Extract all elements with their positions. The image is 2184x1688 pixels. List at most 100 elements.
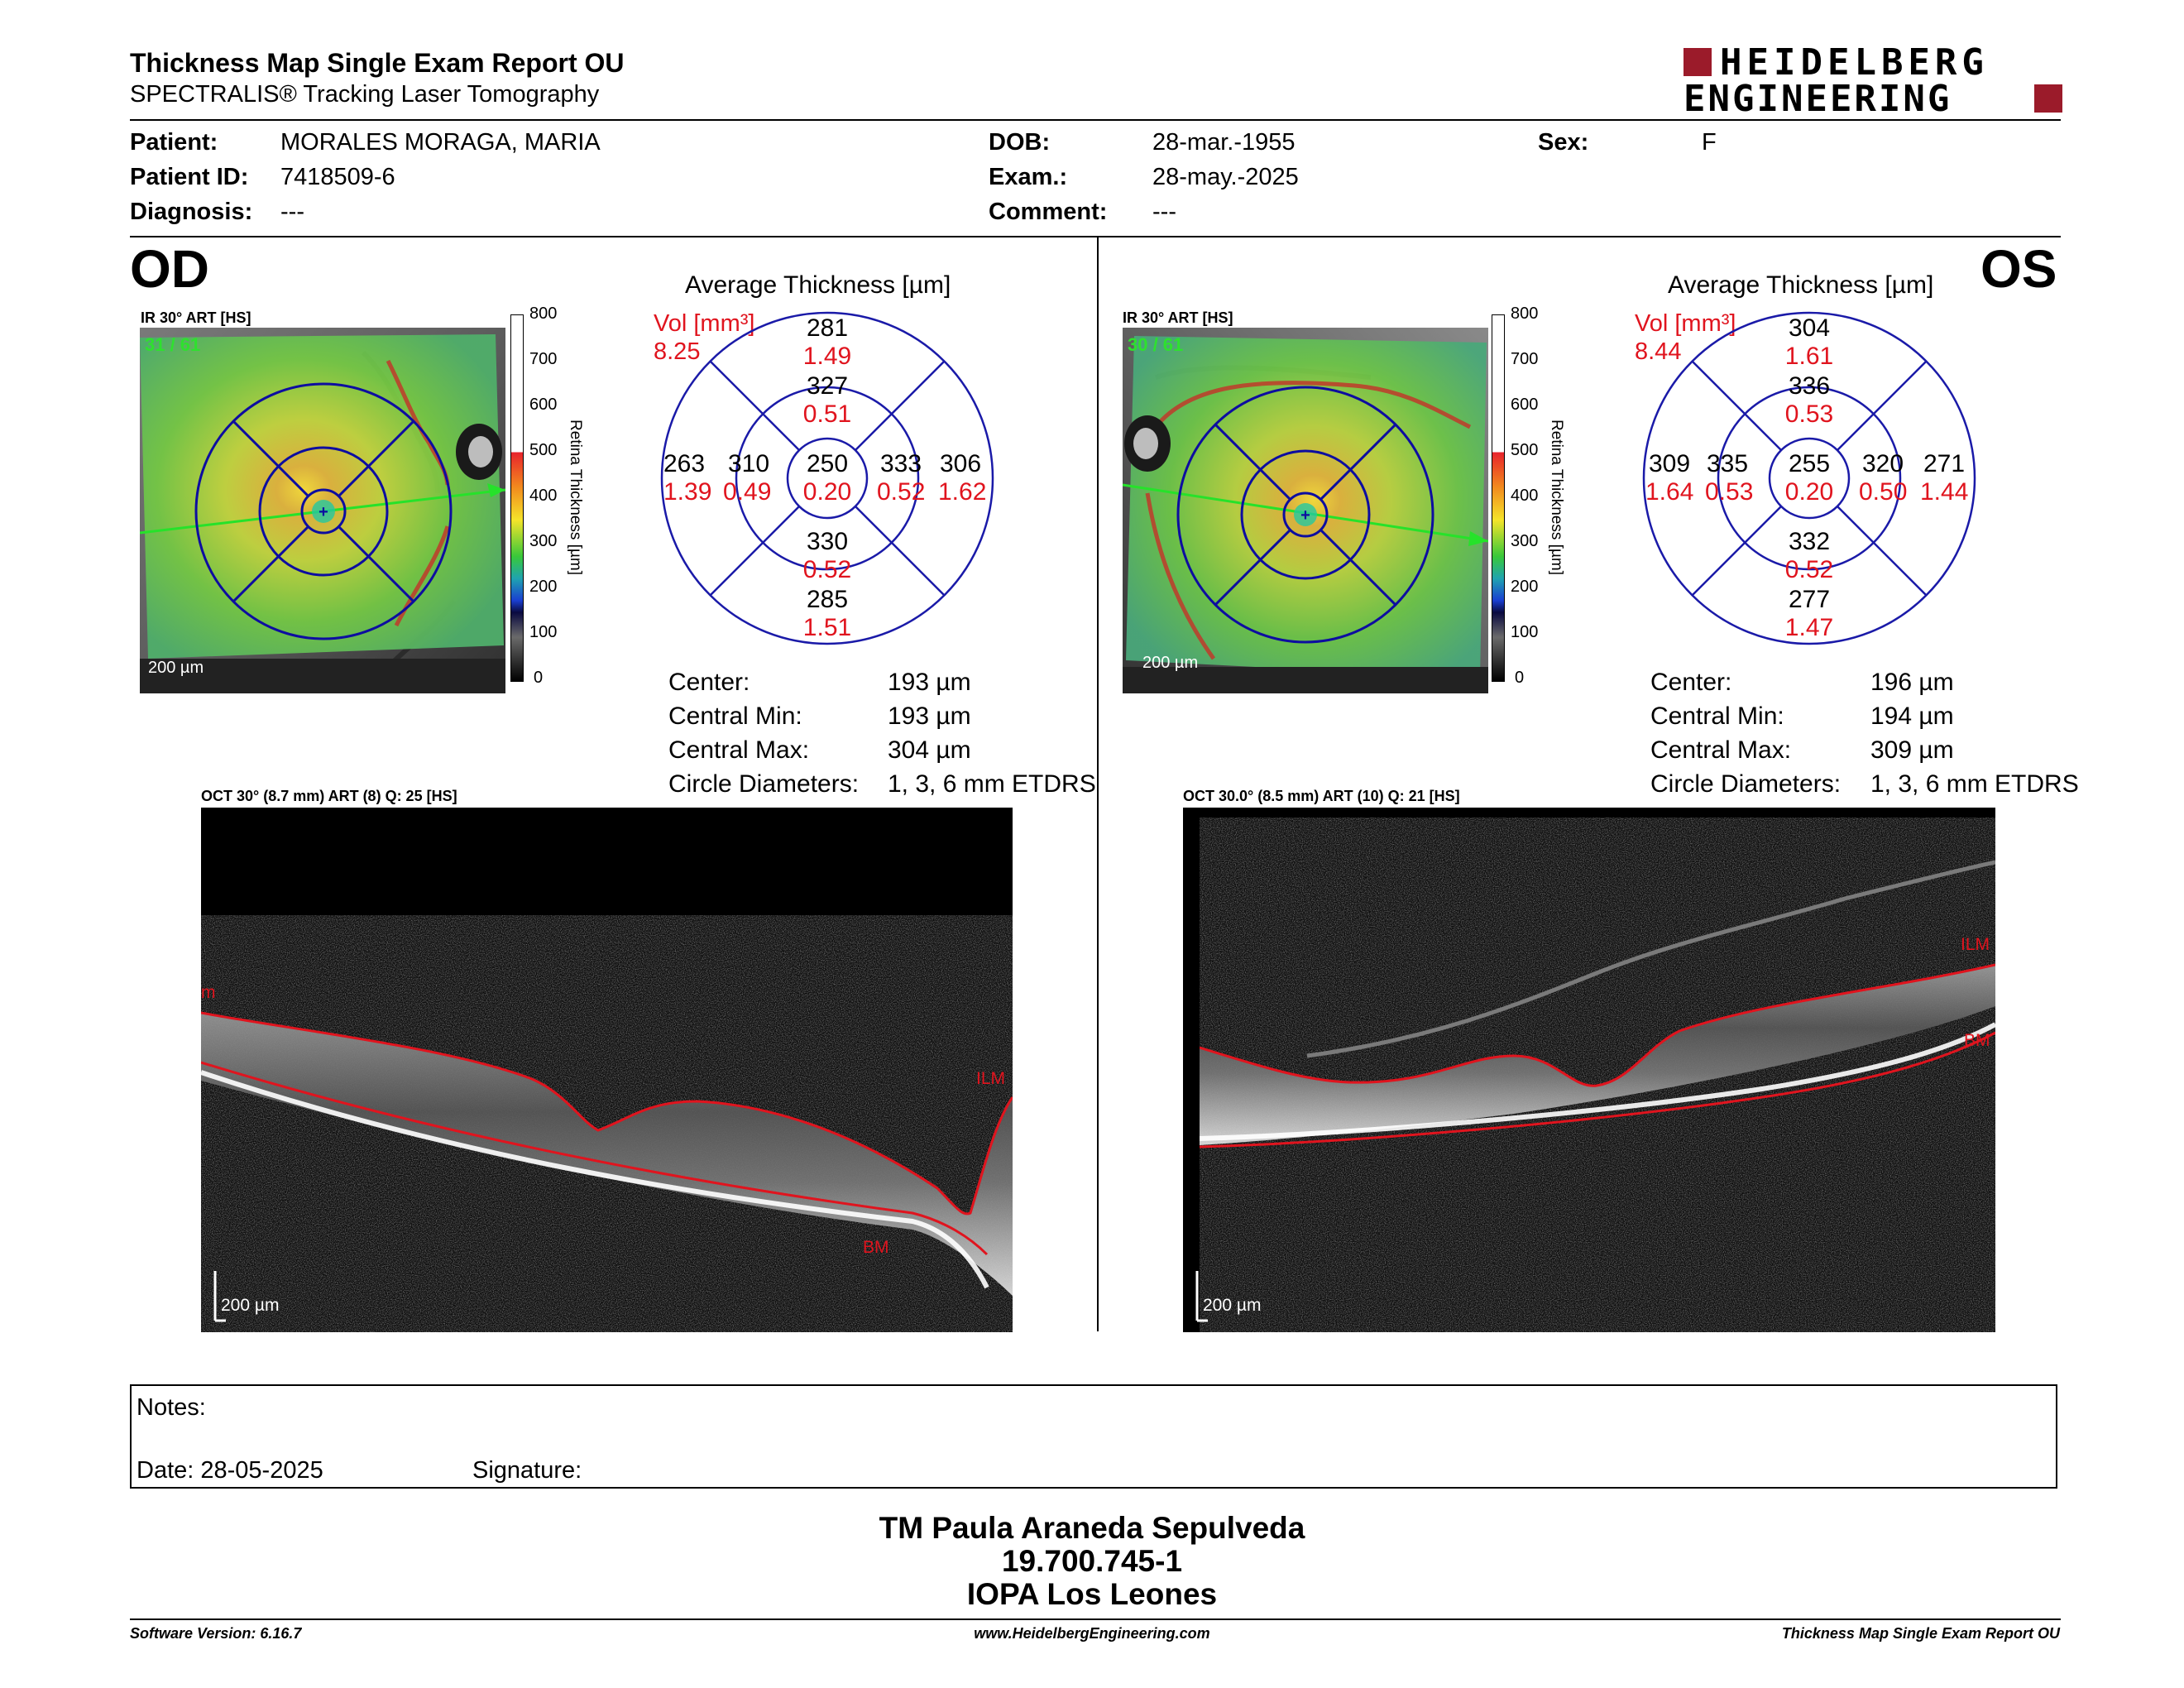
od-max-label: Central Max: bbox=[668, 736, 810, 764]
notes-box: Notes: Date: 28-05-2025 Signature: bbox=[130, 1384, 2057, 1489]
os-ilm-line bbox=[1199, 963, 1995, 1087]
os-ir-count: 30 / 61 bbox=[1128, 334, 1184, 355]
os-oct-svg bbox=[1183, 808, 1995, 1332]
os-colorbar-ticks: 800 700 600 500 400 300 200 100 0 bbox=[1511, 305, 1544, 693]
os-outer-temp-thickness: 309 bbox=[1649, 450, 1691, 477]
signer-name: TM Paula Araneda Sepulveda bbox=[879, 1511, 1305, 1545]
od-ir-label: IR 30° ART [HS] bbox=[141, 309, 251, 326]
od-inner-nas-volume: 0.52 bbox=[877, 478, 926, 506]
os-inner-inf-thickness: 332 bbox=[1788, 528, 1831, 555]
svg-text:+: + bbox=[318, 503, 328, 521]
od-center-thickness: 250 bbox=[806, 450, 849, 477]
od-layer-ilm: ILM bbox=[976, 1069, 1006, 1088]
od-diam-value: 1, 3, 6 mm ETDRS bbox=[888, 770, 1096, 798]
od-center-value: 193 µm bbox=[888, 669, 971, 696]
signer-id: 19.700.745-1 bbox=[1001, 1544, 1183, 1578]
footer-url[interactable]: www.HeidelbergEngineering.com bbox=[974, 1625, 1210, 1642]
patient-id: 7418509-6 bbox=[280, 164, 395, 190]
os-vol-label: Vol [mm³] bbox=[1635, 310, 1736, 337]
os-outer-sup-thickness: 304 bbox=[1788, 314, 1831, 342]
od-max-value: 304 µm bbox=[888, 736, 971, 764]
od-oct-scan: 200 µm m ILM BM bbox=[201, 808, 1013, 1332]
od-vol-value: 8.25 bbox=[654, 338, 701, 365]
comment-label: Comment: bbox=[989, 199, 1108, 225]
od-tick-300: 300 bbox=[529, 532, 558, 550]
od-vol-label: Vol [mm³] bbox=[654, 310, 755, 337]
signature-label[interactable]: Signature: bbox=[472, 1457, 582, 1484]
od-outer-inf-thickness: 285 bbox=[806, 586, 849, 613]
comment-value: --- bbox=[1152, 199, 1176, 225]
diagnosis-value: --- bbox=[280, 199, 304, 225]
eye-label-od: OD bbox=[130, 239, 209, 299]
signer-org: IOPA Los Leones bbox=[966, 1577, 1218, 1611]
od-tick-100: 100 bbox=[529, 623, 558, 641]
os-outer-inf-volume: 1.47 bbox=[1784, 614, 1834, 641]
os-min-value: 194 µm bbox=[1870, 703, 1954, 730]
os-etdrs-overlay bbox=[1176, 386, 1434, 644]
os-center-value: 196 µm bbox=[1870, 669, 1954, 696]
os-ir-label: IR 30° ART [HS] bbox=[1123, 309, 1233, 326]
od-center-volume: 0.20 bbox=[802, 478, 852, 506]
eye-label-os: OS bbox=[1980, 239, 2057, 299]
od-thickness-map: + 31 / 61 200 µm bbox=[140, 328, 505, 693]
eye-separator bbox=[1097, 237, 1099, 1331]
os-tick-800: 800 bbox=[1511, 305, 1539, 323]
os-tick-100: 100 bbox=[1511, 623, 1539, 641]
date-label: Date: 28-05-2025 bbox=[136, 1457, 323, 1484]
od-tick-400: 400 bbox=[529, 487, 558, 505]
software-version: Software Version: 6.16.7 bbox=[130, 1625, 302, 1642]
od-etdrs-grid bbox=[660, 311, 994, 645]
od-tick-0: 0 bbox=[534, 669, 544, 687]
od-oct-label: OCT 30° (8.7 mm) ART (8) Q: 25 [HS] bbox=[201, 788, 457, 804]
os-inner-inf-volume: 0.52 bbox=[1784, 556, 1834, 583]
os-bm-line bbox=[1199, 1031, 1995, 1149]
patient-name: MORALES MORAGA, MARIA bbox=[280, 129, 601, 156]
od-diam-label: Circle Diameters: bbox=[668, 770, 860, 798]
od-inner-inf-thickness: 330 bbox=[806, 528, 849, 555]
os-grid-values: 304 1.61 336 0.53 255 0.20 332 0.52 277 … bbox=[1640, 309, 1978, 647]
od-min-value: 193 µm bbox=[888, 703, 971, 730]
os-oct-label: OCT 30.0° (8.5 mm) ART (10) Q: 21 [HS] bbox=[1183, 788, 1460, 804]
os-max-label: Central Max: bbox=[1650, 736, 1792, 764]
os-vol-value: 8.44 bbox=[1635, 338, 1682, 365]
os-retina-layer bbox=[1200, 965, 1995, 1145]
od-colorbar-label: Retina Thickness [µm] bbox=[567, 420, 584, 575]
os-layer-bm: BM bbox=[1964, 1031, 1990, 1050]
os-thickness-map: + 30 / 61 200 µm bbox=[1123, 328, 1488, 693]
od-inner-temp-thickness: 310 bbox=[728, 450, 770, 477]
od-tick-800: 800 bbox=[529, 305, 558, 323]
os-map-scale: 200 µm bbox=[1142, 654, 1199, 672]
od-map-svg: + bbox=[140, 328, 505, 693]
os-tick-600: 600 bbox=[1511, 396, 1539, 414]
os-tick-300: 300 bbox=[1511, 532, 1539, 550]
od-layer-bm: BM bbox=[863, 1238, 889, 1257]
od-bm-line bbox=[201, 1061, 989, 1256]
od-oct-svg bbox=[201, 808, 1013, 1332]
os-outer-temp-volume: 1.64 bbox=[1645, 478, 1694, 506]
os-inner-sup-volume: 0.53 bbox=[1784, 400, 1834, 428]
patient-id-label: Patient ID: bbox=[130, 164, 249, 190]
os-oct-scale: 200 µm bbox=[1203, 1296, 1262, 1315]
os-oct-scan: 200 µm ILM BM bbox=[1183, 808, 1995, 1332]
od-grid-values: 281 1.49 327 0.51 250 0.20 330 0.52 285 … bbox=[659, 309, 996, 647]
os-inner-sup-thickness: 336 bbox=[1788, 372, 1831, 400]
diagnosis-label: Diagnosis: bbox=[130, 199, 253, 225]
od-inner-nas-thickness: 333 bbox=[880, 450, 922, 477]
os-center-thickness: 255 bbox=[1788, 450, 1831, 477]
od-vol-block: Vol [mm³] 8.25 bbox=[654, 309, 754, 366]
os-etdrs-grid bbox=[1642, 311, 1976, 645]
os-vol-block: Vol [mm³] 8.44 bbox=[1635, 309, 1736, 366]
od-tick-200: 200 bbox=[529, 578, 558, 596]
od-min-label: Central Min: bbox=[668, 703, 802, 730]
od-tick-600: 600 bbox=[529, 396, 558, 414]
os-diam-value: 1, 3, 6 mm ETDRS bbox=[1870, 770, 2079, 798]
os-center-volume: 0.20 bbox=[1784, 478, 1834, 506]
os-outer-sup-volume: 1.61 bbox=[1784, 343, 1834, 370]
os-layer-ilm: ILM bbox=[1961, 935, 1990, 954]
os-min-label: Central Min: bbox=[1650, 703, 1784, 730]
os-inner-nas-thickness: 320 bbox=[1862, 450, 1904, 477]
os-inner-temp-thickness: 335 bbox=[1707, 450, 1749, 477]
os-diam-label: Circle Diameters: bbox=[1650, 770, 1842, 798]
os-colorbar bbox=[1492, 314, 1505, 682]
os-tick-700: 700 bbox=[1511, 350, 1539, 368]
